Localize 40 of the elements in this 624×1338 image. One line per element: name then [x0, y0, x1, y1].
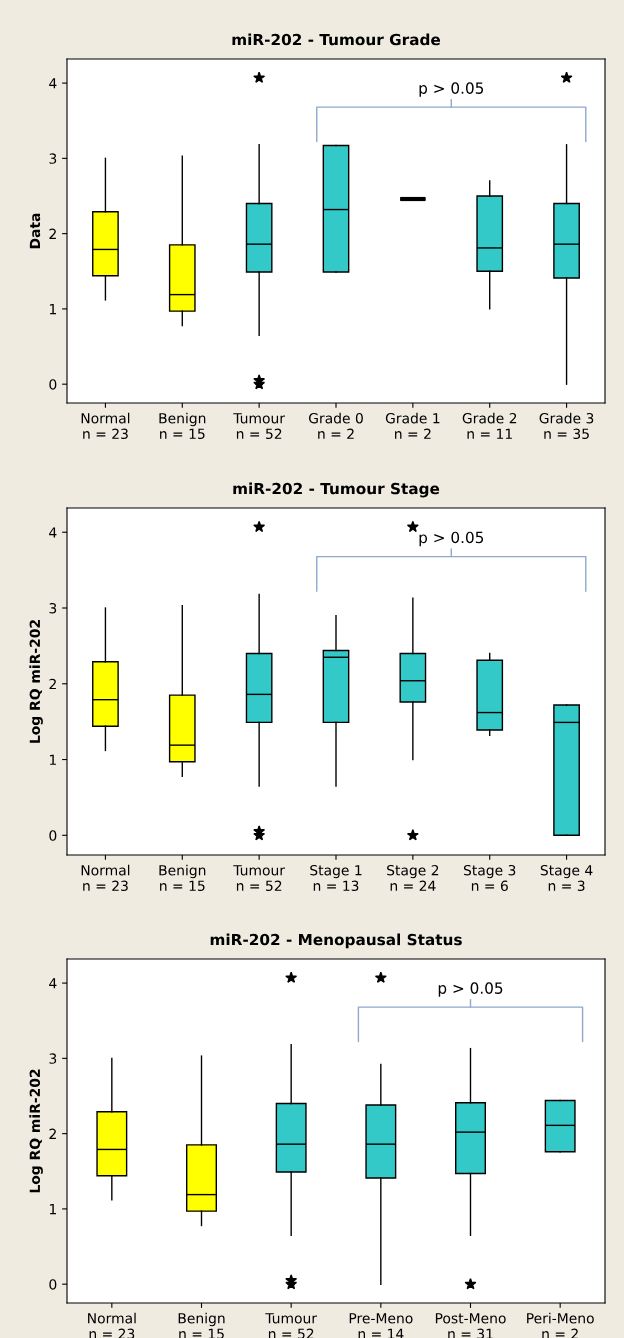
y-axis-title: Data — [29, 213, 41, 249]
y-axis-title: Log RQ miR-202 — [29, 620, 43, 743]
y-tick-label: 2 — [49, 228, 56, 239]
y-tick-label: 0 — [49, 1279, 57, 1290]
y-axis-title: Log RQ miR-202 — [29, 1069, 43, 1193]
y-tick-label: 0 — [49, 379, 57, 390]
y-tick-label: 1 — [49, 304, 56, 315]
y-tick-label: 2 — [49, 678, 56, 690]
x-tick-label: Grade 1 n = 2 — [385, 412, 440, 439]
x-tick-label: Grade 2 n = 11 — [462, 412, 517, 439]
x-tick-label: Benign n = 15 — [159, 412, 206, 440]
y-tick-label: 1 — [49, 1204, 56, 1215]
y-tick-label: 4 — [49, 78, 57, 89]
x-tick-label: Normal n = 23 — [81, 864, 130, 892]
annotation: p > 0.05 — [438, 982, 503, 997]
y-tick-label: 4 — [49, 527, 57, 538]
x-tick-label: Stage 1 n = 13 — [310, 864, 362, 892]
x-tick-label: Peri-Meno n = 2 — [527, 1312, 594, 1338]
y-tick-label: 2 — [49, 1128, 56, 1139]
x-tick-label: Stage 4 n = 3 — [540, 864, 593, 892]
y-tick-label: 0 — [49, 830, 57, 841]
y-tick-label: 3 — [49, 1053, 57, 1064]
x-tick-label: Stage 3 n = 6 — [463, 864, 516, 892]
y-tick-label: 3 — [49, 602, 57, 614]
x-tick-label: Benign n = 15 — [159, 864, 206, 892]
annotation: p > 0.05 — [419, 531, 484, 547]
annotation: p > 0.05 — [419, 82, 484, 97]
x-tick-label: Tumour n = 52 — [233, 413, 286, 440]
x-tick-label: Pre-Meno n = 14 — [349, 1313, 413, 1338]
x-tick-label: Tumour n = 52 — [233, 865, 286, 892]
y-tick-label: 3 — [49, 153, 57, 164]
y-tick-label: 1 — [49, 754, 56, 765]
x-tick-label: Grade 0 n = 2 — [308, 412, 363, 439]
chart-title: miR-202 - Tumour Stage — [233, 482, 440, 498]
x-tick-label: Grade 3 n = 35 — [539, 412, 594, 440]
y-tick-label: 4 — [49, 978, 57, 989]
chart-title: miR-202 - Tumour Grade — [232, 33, 441, 46]
chart-title: miR-202 - Menopausal Status — [210, 933, 462, 949]
x-tick-label: Normal n = 23 — [81, 412, 130, 440]
x-tick-label: Stage 2 n = 24 — [387, 864, 439, 891]
